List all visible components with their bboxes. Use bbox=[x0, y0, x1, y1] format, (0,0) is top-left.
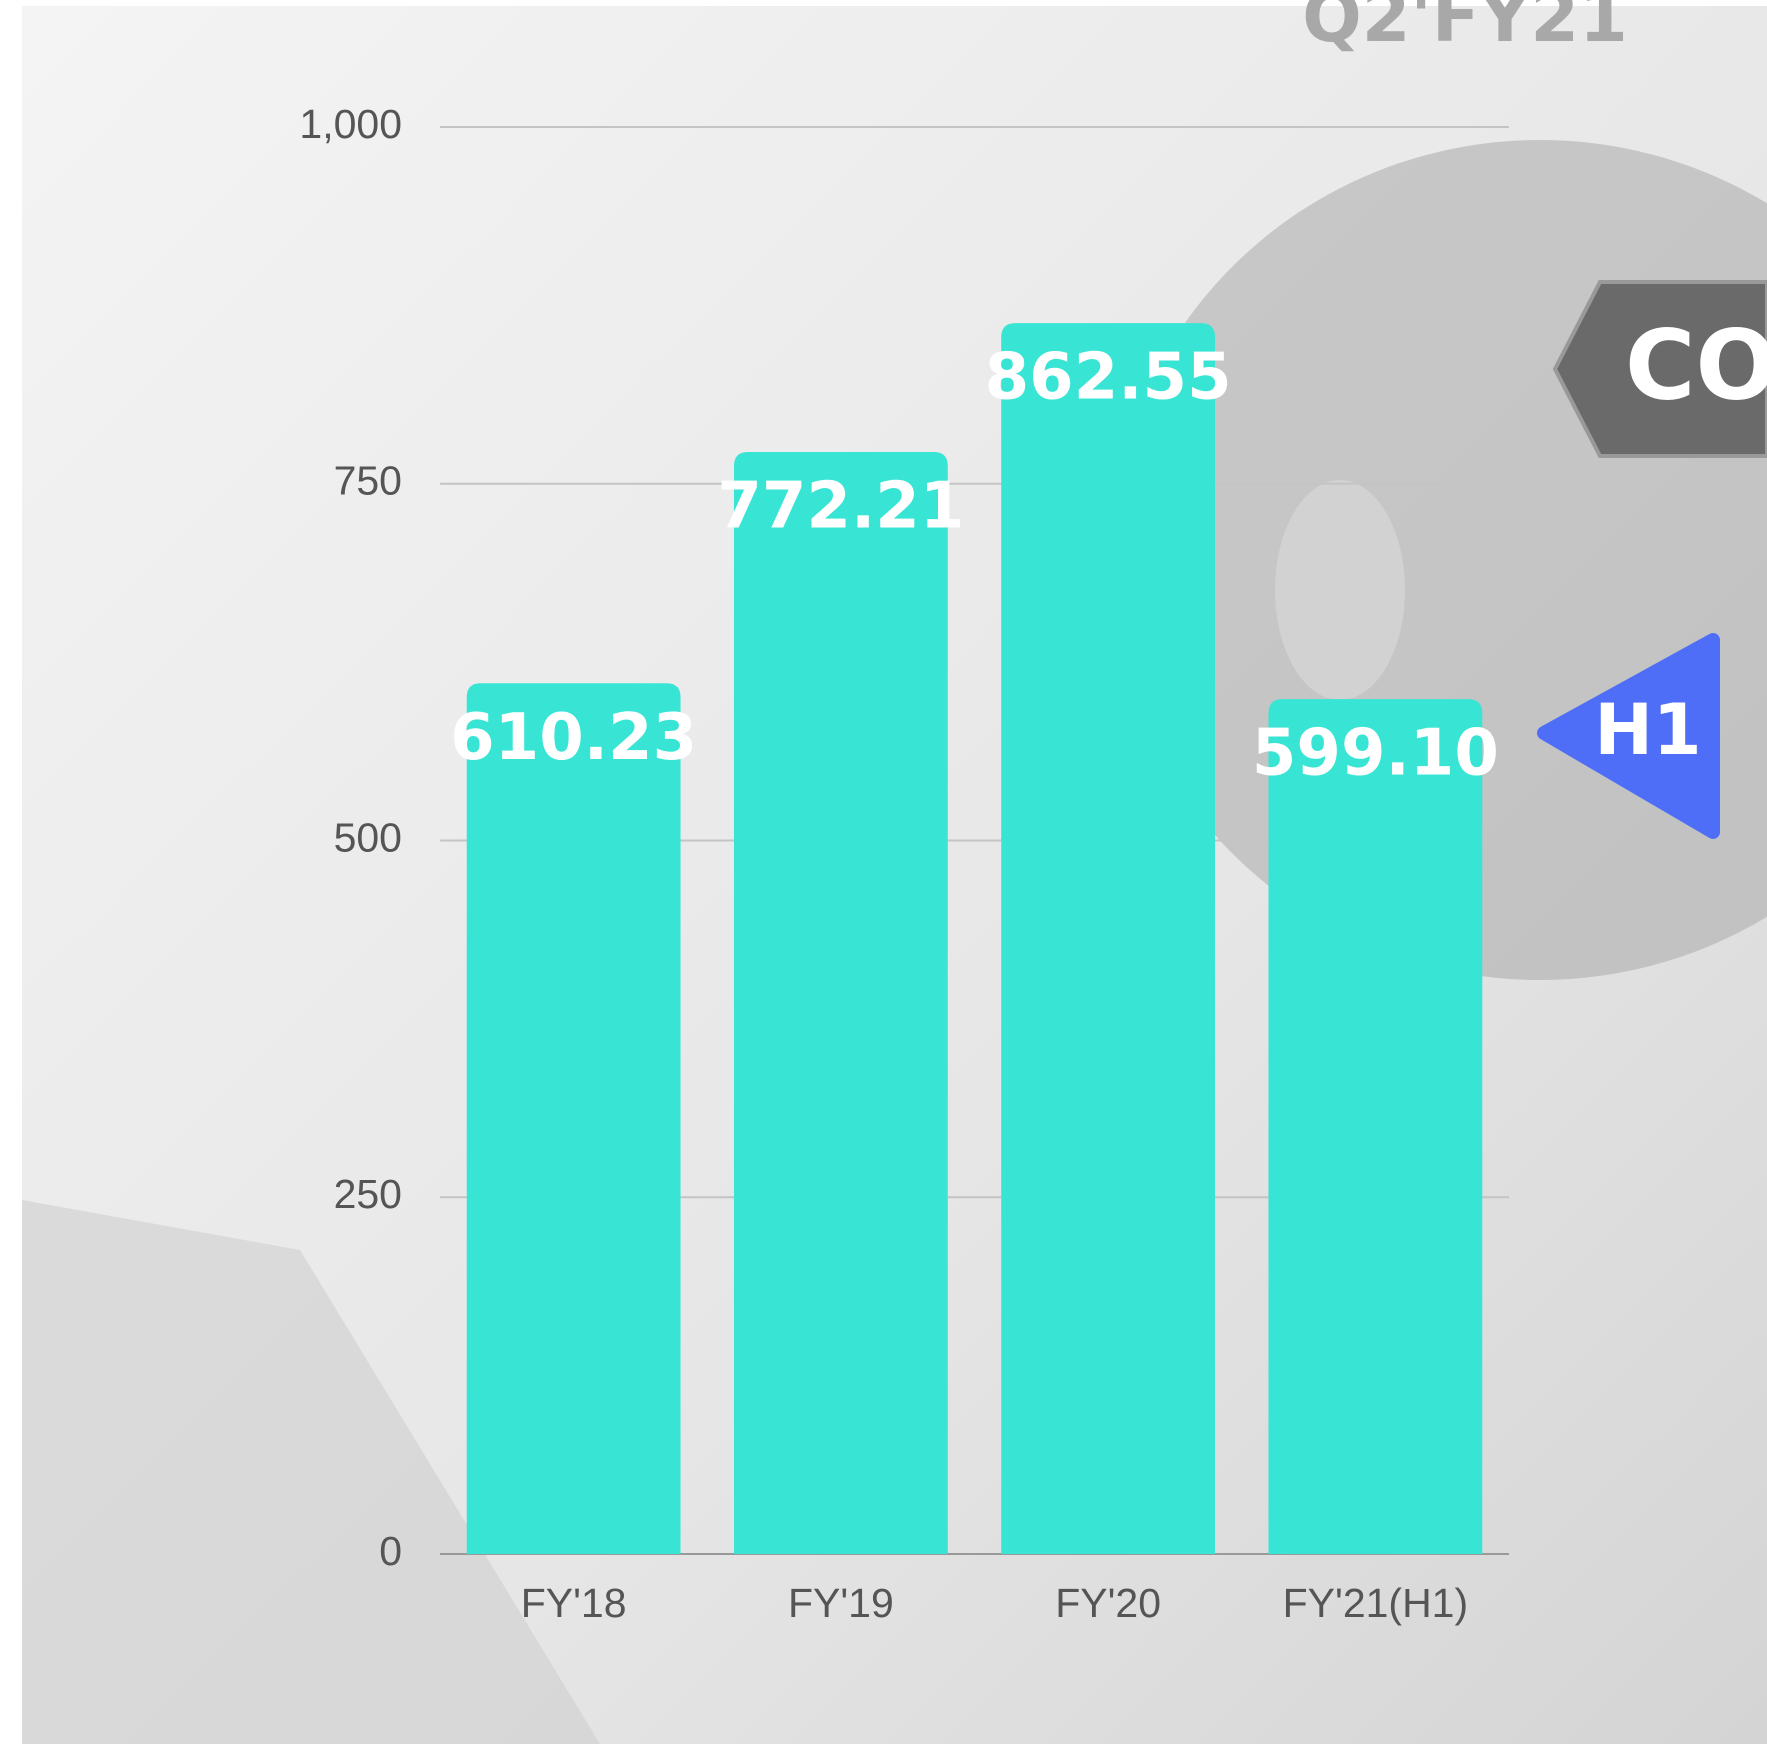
y-tick-label: 250 bbox=[334, 1171, 402, 1217]
x-tick-label: FY'20 bbox=[1055, 1580, 1161, 1626]
x-tick-label: FY'21(H1) bbox=[1283, 1580, 1469, 1626]
y-tick-label: 1,000 bbox=[299, 101, 402, 147]
bar bbox=[1001, 323, 1216, 1555]
x-tick-label: FY'19 bbox=[788, 1580, 894, 1626]
value-label: 862.55 bbox=[985, 341, 1232, 415]
y-tick-label: 0 bbox=[379, 1528, 402, 1574]
y-tick-label: 500 bbox=[334, 814, 402, 860]
background-shape bbox=[22, 1200, 600, 1744]
badge bbox=[1552, 280, 1767, 458]
bar bbox=[1268, 699, 1483, 1554]
x-tick-label: FY'18 bbox=[521, 1580, 627, 1626]
h1-label: H1 bbox=[1594, 689, 1701, 771]
value-label: 599.10 bbox=[1252, 717, 1499, 791]
background-ear bbox=[1275, 480, 1405, 700]
bar bbox=[733, 452, 948, 1554]
value-label: 610.23 bbox=[450, 701, 697, 775]
bar bbox=[466, 683, 681, 1554]
value-label: 772.21 bbox=[717, 470, 964, 544]
y-tick-label: 750 bbox=[334, 458, 402, 504]
badge-label: CO bbox=[1625, 309, 1767, 421]
h1-badge bbox=[1537, 633, 1720, 839]
header-title: Q2'FY21 bbox=[1302, 0, 1628, 58]
